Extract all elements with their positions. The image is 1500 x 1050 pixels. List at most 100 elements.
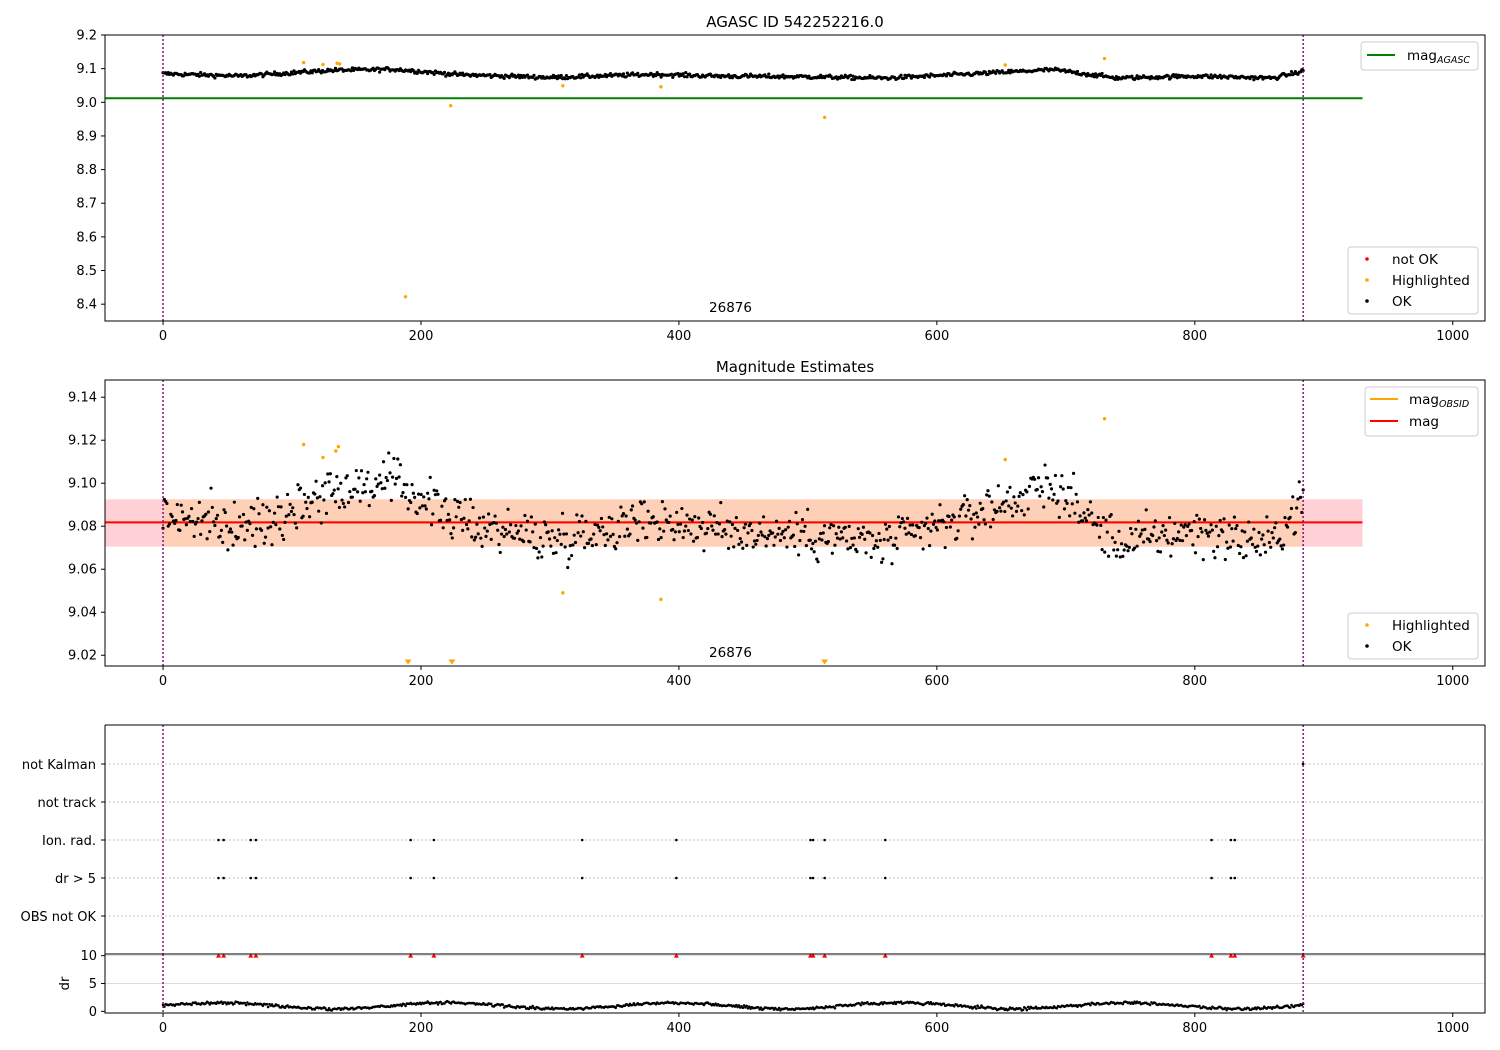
ok-point: [315, 496, 319, 500]
ok-point: [304, 500, 308, 504]
ok-point: [908, 523, 912, 527]
ok-point: [968, 504, 972, 508]
ok-point: [851, 543, 855, 547]
ok-point: [1205, 531, 1209, 535]
ok-point: [540, 555, 544, 559]
ok-point: [1049, 487, 1054, 491]
ok-point: [375, 484, 379, 489]
ok-point: [463, 497, 467, 502]
ok-point: [1062, 507, 1067, 511]
ok-point: [457, 505, 461, 509]
ok-point: [723, 528, 727, 532]
ok-point: [497, 542, 501, 547]
ok-point: [199, 532, 203, 536]
ok-point: [760, 533, 764, 537]
ok-point: [283, 520, 287, 524]
ok-point: [528, 540, 532, 544]
flag-row-label: OBS not OK: [21, 910, 97, 925]
ok-point: [1136, 519, 1141, 523]
ok-point: [507, 530, 511, 534]
ok-point: [1260, 537, 1264, 541]
ok-point: [492, 521, 496, 525]
ok-point: [1130, 74, 1134, 78]
ok-point: [1051, 498, 1055, 502]
ok-point: [1042, 505, 1046, 509]
ok-point: [934, 525, 938, 530]
ok-point: [385, 478, 390, 483]
ok-point: [405, 483, 409, 487]
ok-point: [711, 528, 715, 532]
ok-point: [392, 456, 396, 461]
ok-point: [488, 522, 492, 527]
mid:1-xtick-label: 1000: [1436, 674, 1469, 689]
ok-point: [1297, 480, 1301, 484]
ok-point: [402, 482, 406, 487]
ok-point: [659, 536, 663, 540]
ok-point: [918, 536, 923, 540]
ok-point: [1212, 549, 1216, 553]
ok-point: [1147, 537, 1151, 541]
ok-point: [567, 557, 571, 561]
ok-point: [1263, 550, 1268, 554]
legend-label-subscript: OBSID: [1439, 399, 1469, 410]
obsid-label: 26876: [709, 300, 752, 316]
ok-point: [955, 536, 959, 540]
flag-point: [217, 838, 220, 842]
ok-point: [611, 532, 615, 536]
ok-point: [995, 509, 999, 513]
ok-point: [401, 491, 405, 495]
ok-point: [784, 528, 788, 532]
ok-point: [1130, 532, 1134, 536]
ok-point: [699, 526, 703, 531]
ok-point: [250, 533, 255, 537]
ok-point: [590, 544, 594, 548]
ok-point: [755, 538, 759, 543]
ok-point: [322, 498, 326, 502]
ok-point: [1142, 540, 1146, 544]
ok-point: [716, 532, 720, 536]
ok-point: [335, 475, 339, 479]
ok-point: [232, 500, 236, 504]
ok-point: [1048, 482, 1052, 487]
ok-point: [1114, 554, 1118, 558]
ok-point: [636, 538, 640, 542]
ok-point: [184, 523, 188, 527]
ok-point: [293, 521, 297, 525]
ok-point: [659, 75, 663, 79]
ok-point: [684, 524, 688, 528]
ok-point: [379, 481, 383, 485]
ok-point: [795, 522, 799, 526]
flag-point: [675, 838, 678, 842]
dr-point: [1209, 1007, 1213, 1011]
ok-point: [427, 497, 431, 501]
ok-point: [289, 509, 294, 514]
ok-point: [559, 73, 563, 78]
ok-point: [1009, 506, 1013, 510]
dr-point: [1198, 1004, 1201, 1008]
ok-point: [1043, 463, 1047, 467]
ok-point: [328, 472, 332, 476]
ok-point: [432, 72, 436, 76]
ok-point: [780, 532, 784, 536]
ok-point: [725, 519, 729, 523]
ok-point: [959, 507, 963, 511]
ok-point: [554, 551, 558, 555]
ok-point: [870, 533, 875, 538]
ok-point: [1199, 526, 1203, 531]
dr-point: [261, 1004, 265, 1008]
ok-point: [607, 515, 611, 519]
ok-point: [1250, 75, 1255, 79]
ok-point: [614, 547, 618, 551]
ok-point: [802, 529, 806, 534]
dr-clipped-marker: [579, 953, 585, 958]
dr-point: [190, 1003, 193, 1007]
ok-point: [1186, 524, 1190, 529]
ok-point: [1191, 543, 1195, 547]
ok-point: [538, 535, 543, 540]
ok-point: [274, 523, 278, 527]
ok-point: [736, 528, 740, 533]
ok-point: [1095, 523, 1099, 527]
dr-clipped-marker: [822, 953, 828, 958]
ok-point: [619, 505, 623, 509]
ok-point: [863, 537, 867, 541]
